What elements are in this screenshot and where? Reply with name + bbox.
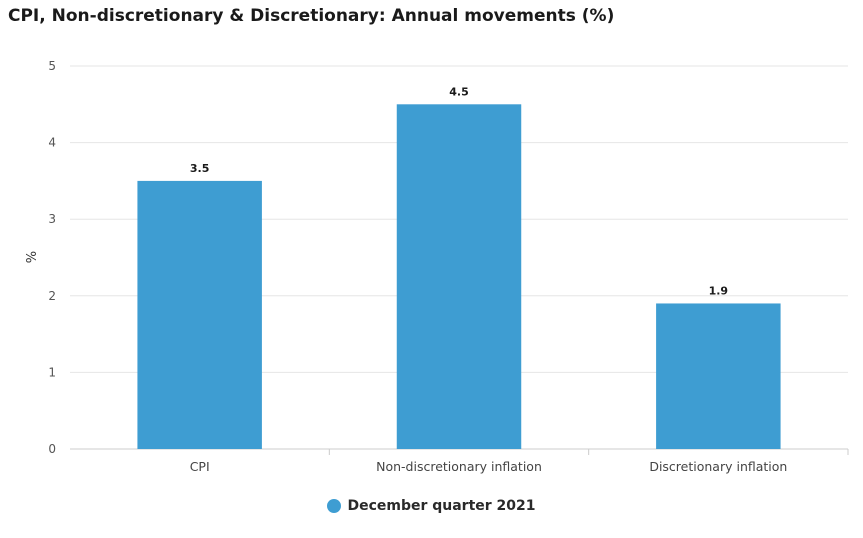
bar bbox=[656, 303, 781, 449]
bar bbox=[396, 104, 522, 450]
legend-label: December quarter 2021 bbox=[347, 498, 536, 514]
data-label: 3.5 bbox=[190, 162, 210, 175]
legend-item[interactable]: December quarter 2021 bbox=[327, 498, 536, 514]
y-tick-label: 5 bbox=[48, 59, 56, 73]
x-tick-label: CPI bbox=[190, 459, 210, 474]
y-tick-label: 3 bbox=[48, 212, 56, 226]
chart-title: CPI, Non-discretionary & Discretionary: … bbox=[8, 6, 615, 26]
y-tick-label: 1 bbox=[48, 365, 56, 379]
data-label: 4.5 bbox=[449, 85, 469, 98]
data-label: 1.9 bbox=[709, 284, 729, 297]
bar bbox=[137, 180, 262, 449]
y-tick-label: 4 bbox=[48, 136, 56, 150]
y-tick-label: 0 bbox=[48, 442, 56, 456]
y-tick-label: 2 bbox=[48, 289, 56, 303]
legend-marker bbox=[327, 499, 342, 513]
legend: December quarter 2021 bbox=[0, 498, 863, 517]
x-tick-label: Non-discretionary inflation bbox=[376, 459, 542, 474]
x-tick-label: Discretionary inflation bbox=[649, 459, 787, 474]
y-axis-title: % bbox=[25, 251, 40, 263]
